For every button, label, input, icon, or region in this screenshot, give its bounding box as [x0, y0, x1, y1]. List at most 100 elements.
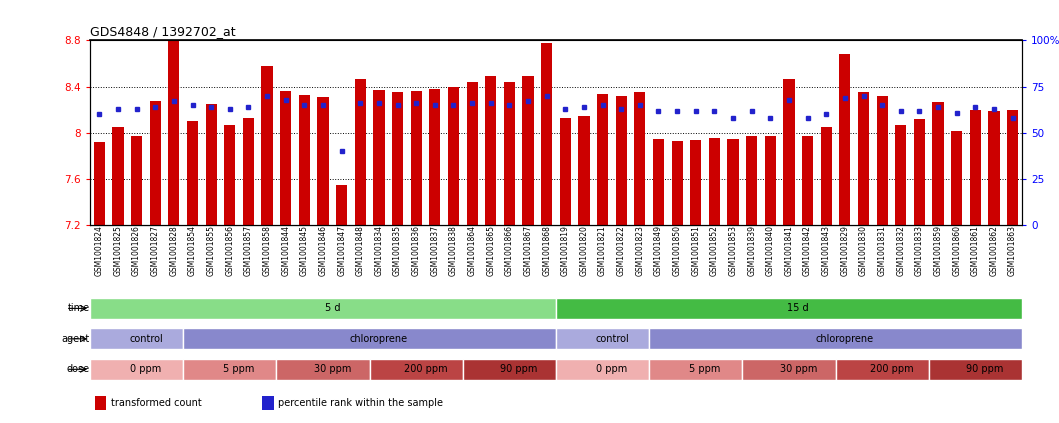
Text: GSM1001840: GSM1001840	[766, 225, 775, 276]
Text: GSM1001852: GSM1001852	[710, 225, 719, 276]
Bar	[299, 95, 310, 225]
Bar	[784, 79, 794, 225]
Text: GSM1001822: GSM1001822	[616, 225, 626, 276]
Text: GSM1001850: GSM1001850	[672, 225, 682, 276]
Text: 5 ppm: 5 ppm	[689, 364, 721, 374]
Text: control: control	[129, 334, 163, 344]
Bar	[263, 396, 273, 410]
Text: GSM1001824: GSM1001824	[95, 225, 104, 276]
Bar	[112, 127, 124, 225]
Text: GSM1001844: GSM1001844	[282, 225, 290, 276]
Text: GSM1001825: GSM1001825	[113, 225, 123, 276]
Bar	[747, 136, 757, 225]
Text: chloroprene: chloroprene	[815, 334, 874, 344]
Bar	[578, 115, 590, 225]
Text: percentile rank within the sample: percentile rank within the sample	[279, 398, 444, 408]
Bar	[504, 82, 515, 225]
Text: agent: agent	[61, 334, 90, 344]
Bar	[485, 76, 497, 225]
Text: GSM1001848: GSM1001848	[356, 225, 364, 276]
Text: 90 ppm: 90 ppm	[500, 364, 537, 374]
Text: transformed count: transformed count	[110, 398, 201, 408]
Bar	[929, 359, 1022, 380]
Text: GSM1001828: GSM1001828	[169, 225, 178, 276]
Bar	[187, 121, 198, 225]
Text: GSM1001830: GSM1001830	[859, 225, 868, 276]
Text: time: time	[68, 303, 90, 313]
Bar	[556, 298, 1022, 319]
Bar	[708, 137, 720, 225]
Bar	[281, 91, 291, 225]
Text: dose: dose	[67, 364, 90, 374]
Bar	[243, 118, 254, 225]
Text: GSM1001862: GSM1001862	[989, 225, 999, 276]
Bar	[560, 118, 571, 225]
Text: GSM1001854: GSM1001854	[189, 225, 197, 276]
Text: 200 ppm: 200 ppm	[869, 364, 913, 374]
Text: GSM1001853: GSM1001853	[729, 225, 737, 276]
Text: GSM1001868: GSM1001868	[542, 225, 551, 276]
Bar	[90, 328, 183, 349]
Text: GSM1001835: GSM1001835	[393, 225, 402, 276]
Text: 5 ppm: 5 ppm	[223, 364, 255, 374]
Bar	[522, 76, 534, 225]
Bar	[463, 359, 556, 380]
Bar	[262, 66, 272, 225]
Text: GSM1001820: GSM1001820	[579, 225, 589, 276]
Bar	[556, 359, 649, 380]
Text: GSM1001858: GSM1001858	[263, 225, 271, 276]
Bar	[467, 82, 478, 225]
Text: GSM1001856: GSM1001856	[226, 225, 234, 276]
Text: GSM1001823: GSM1001823	[635, 225, 644, 276]
Bar	[429, 89, 441, 225]
Bar	[858, 92, 869, 225]
Bar	[802, 136, 813, 225]
Text: GSM1001863: GSM1001863	[1008, 225, 1017, 276]
Bar	[556, 328, 649, 349]
Text: 90 ppm: 90 ppm	[966, 364, 1003, 374]
Text: 30 ppm: 30 ppm	[779, 364, 816, 374]
Bar	[671, 141, 683, 225]
Text: GSM1001845: GSM1001845	[300, 225, 309, 276]
Text: GSM1001861: GSM1001861	[971, 225, 980, 276]
Text: GSM1001843: GSM1001843	[822, 225, 830, 276]
Text: GSM1001860: GSM1001860	[952, 225, 962, 276]
Bar	[649, 359, 742, 380]
Bar	[370, 359, 463, 380]
Text: GSM1001838: GSM1001838	[449, 225, 457, 276]
Bar	[649, 328, 1022, 349]
Bar	[541, 43, 552, 225]
Text: GSM1001855: GSM1001855	[207, 225, 216, 276]
Text: GSM1001846: GSM1001846	[319, 225, 327, 276]
Bar	[970, 110, 981, 225]
Text: GSM1001849: GSM1001849	[654, 225, 663, 276]
Text: GSM1001826: GSM1001826	[132, 225, 141, 276]
Text: GSM1001857: GSM1001857	[244, 225, 253, 276]
Bar	[94, 142, 105, 225]
Bar	[336, 185, 347, 225]
Bar	[131, 136, 142, 225]
Text: GSM1001819: GSM1001819	[561, 225, 570, 276]
Bar	[765, 136, 776, 225]
Bar	[840, 54, 850, 225]
Bar	[728, 139, 738, 225]
Bar	[94, 396, 106, 410]
Text: GSM1001831: GSM1001831	[878, 225, 886, 276]
Text: GSM1001834: GSM1001834	[375, 225, 383, 276]
Bar	[276, 359, 370, 380]
Text: GSM1001866: GSM1001866	[505, 225, 514, 276]
Text: GSM1001837: GSM1001837	[430, 225, 439, 276]
Text: 0 ppm: 0 ppm	[596, 364, 628, 374]
Bar	[355, 79, 365, 225]
Bar	[183, 328, 556, 349]
Bar	[225, 125, 235, 225]
Bar	[90, 359, 183, 380]
Text: 200 ppm: 200 ppm	[403, 364, 447, 374]
Text: 0 ppm: 0 ppm	[130, 364, 162, 374]
Text: GSM1001827: GSM1001827	[150, 225, 160, 276]
Text: GSM1001836: GSM1001836	[412, 225, 420, 276]
Text: 15 d: 15 d	[788, 303, 809, 313]
Bar	[597, 93, 608, 225]
Bar	[951, 131, 963, 225]
Bar	[168, 40, 179, 225]
